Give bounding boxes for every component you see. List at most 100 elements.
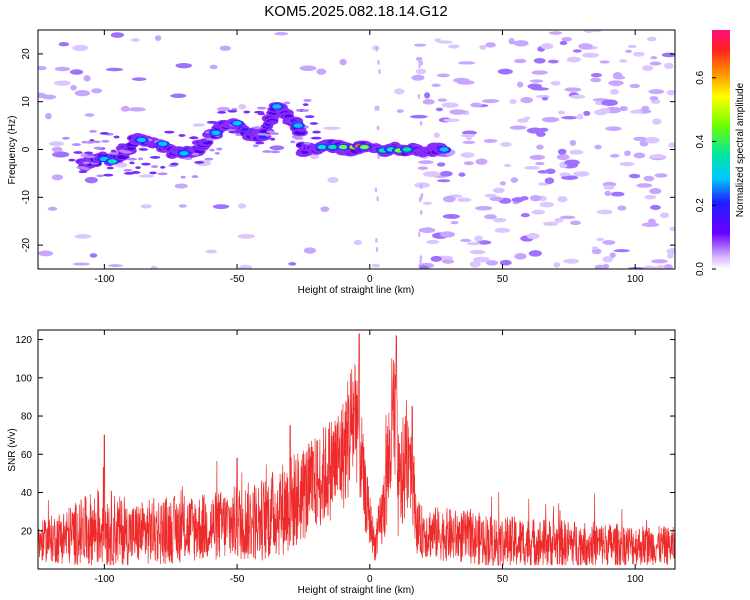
ridge-halo-cell	[209, 148, 215, 152]
ridge-halo-cell	[290, 140, 296, 144]
noise-cell	[443, 118, 460, 122]
noise-cell	[371, 263, 380, 268]
ridge-halo-cell	[270, 137, 276, 141]
noise-cell	[394, 88, 405, 95]
ridge-hot-cell	[359, 144, 369, 150]
noise-cell	[508, 38, 515, 45]
noise-cell	[531, 87, 549, 91]
noise-cell	[339, 58, 347, 66]
noise-cell	[205, 249, 218, 254]
ridge-hot-cell	[439, 147, 449, 152]
noise-cell	[582, 52, 600, 58]
ridge-halo-cell	[84, 155, 96, 159]
noise-cell	[651, 259, 668, 264]
noise-cell	[237, 233, 255, 239]
ridge-halo-cell	[106, 166, 114, 170]
noise-cell	[378, 68, 381, 74]
ridge-hot-cell	[158, 141, 168, 146]
noise-cell	[51, 146, 63, 153]
ridge-halo-cell	[81, 167, 90, 171]
noise-cell	[74, 234, 92, 239]
noise-cell	[644, 136, 660, 144]
noise-cell	[110, 32, 125, 38]
noise-cell	[436, 162, 446, 167]
noise-cell	[643, 175, 655, 182]
noise-cell	[628, 173, 641, 179]
noise-cell	[529, 79, 544, 83]
colorbar-tick-label: 0.6	[695, 70, 706, 84]
noise-cell	[485, 260, 498, 266]
noise-cell	[419, 259, 422, 265]
noise-cell	[583, 110, 591, 116]
ridge-halo-cell	[268, 120, 278, 124]
noise-cell	[483, 138, 498, 143]
noise-cell	[114, 162, 128, 168]
noise-cell	[238, 103, 247, 110]
noise-cell	[559, 215, 576, 220]
noise-cell	[409, 114, 428, 119]
noise-cell	[74, 89, 91, 97]
noise-cell	[457, 197, 472, 203]
noise-cell	[578, 43, 593, 50]
noise-cell	[417, 160, 434, 165]
noise-cell	[540, 43, 554, 50]
noise-cell	[466, 242, 481, 246]
noise-cell	[520, 212, 530, 218]
ridge-halo-cell	[183, 157, 193, 161]
noise-cell	[610, 191, 625, 197]
ridge-halo-cell	[150, 165, 159, 168]
noise-cell	[417, 166, 429, 171]
ridge-halo-cell	[252, 126, 262, 130]
ridge-hot-cell	[179, 151, 189, 156]
noise-cell	[469, 261, 481, 268]
ridge-halo-cell	[135, 166, 141, 170]
snr-y-tick-label: 40	[21, 488, 33, 499]
noise-cell	[533, 57, 546, 64]
noise-cell	[499, 181, 507, 186]
noise-cell	[69, 69, 84, 75]
colorbar-tick-label: 0.2	[695, 198, 706, 212]
noise-cell	[524, 165, 540, 170]
noise-cell	[492, 218, 507, 223]
snr-y-tick-label: 100	[15, 373, 32, 384]
ridge-halo-cell	[291, 135, 297, 139]
ridge-halo-cell	[204, 157, 214, 161]
ridge-halo-cell	[141, 162, 151, 166]
ridge-hot-cell	[107, 159, 117, 164]
noise-cell	[576, 113, 584, 120]
ridge-halo-cell	[227, 109, 238, 113]
noise-cell	[456, 80, 475, 85]
noise-cell	[219, 45, 231, 51]
noise-cell	[120, 105, 130, 112]
ridge-halo-cell	[126, 157, 138, 161]
noise-cell	[528, 250, 542, 257]
snr-x-tick-label: -100	[94, 574, 114, 585]
noise-cell	[649, 61, 662, 66]
noise-cell	[431, 83, 441, 87]
noise-cell	[542, 221, 559, 226]
ridge-halo-cell	[73, 151, 83, 154]
noise-cell	[353, 239, 363, 246]
noise-cell	[489, 196, 504, 202]
noise-cell	[594, 144, 602, 150]
ridge-halo-cell	[243, 110, 251, 114]
noise-cell	[561, 116, 578, 120]
noise-cell	[553, 261, 561, 268]
ridge-halo-cell	[266, 130, 274, 134]
noise-cell	[83, 75, 91, 82]
noise-cell	[554, 217, 564, 223]
noise-cell	[633, 51, 645, 57]
noise-cell	[479, 44, 487, 50]
noise-cell	[603, 185, 615, 190]
ridge-hot-cell	[272, 104, 282, 109]
noise-cell	[666, 89, 675, 96]
noise-cell	[437, 40, 453, 44]
noise-cell	[128, 107, 146, 112]
ridge-halo-cell	[118, 143, 127, 147]
snr-y-axis-label: SNR (v/v)	[7, 428, 18, 471]
spectrogram-y-tick-label: 0	[21, 146, 32, 152]
chart-title: KOM5.2025.082.18.14.G12	[264, 3, 447, 20]
ridge-halo-cell	[257, 132, 268, 136]
noise-cell	[531, 70, 548, 75]
noise-cell	[192, 123, 205, 127]
